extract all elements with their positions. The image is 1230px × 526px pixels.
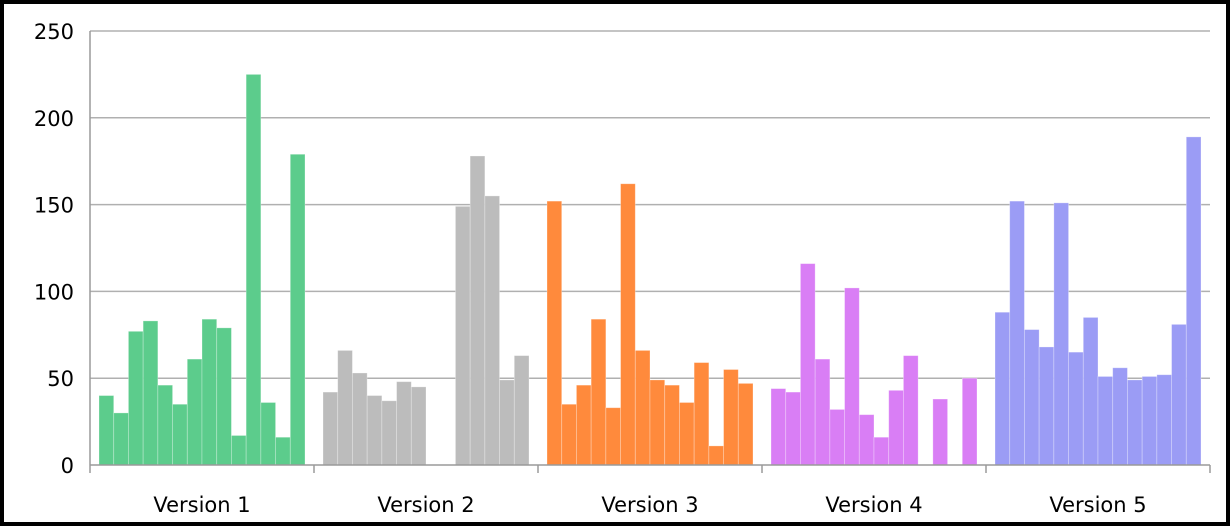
bar xyxy=(994,311,1011,466)
x-tick-label: Version 1 xyxy=(153,493,250,517)
bar xyxy=(455,205,471,466)
bar xyxy=(829,409,845,466)
bar xyxy=(98,395,115,466)
bar xyxy=(605,407,621,466)
bar xyxy=(1127,379,1143,466)
bar xyxy=(231,435,247,466)
bar xyxy=(172,403,188,466)
bar xyxy=(903,355,919,466)
bar xyxy=(561,403,577,466)
bar xyxy=(513,355,530,466)
y-tick-label: 200 xyxy=(34,107,74,131)
bar xyxy=(800,263,816,466)
bar xyxy=(620,183,636,466)
bar xyxy=(634,350,651,466)
bar xyxy=(664,384,680,466)
bar xyxy=(201,318,218,466)
bar xyxy=(708,445,724,466)
bar xyxy=(410,386,427,466)
bar xyxy=(499,379,515,466)
bar xyxy=(1024,329,1040,466)
bar xyxy=(352,372,368,466)
x-axis: Version 1 Version 2 Version 3 Version 4 Vers… xyxy=(89,464,1211,517)
series-group xyxy=(770,263,978,466)
bar xyxy=(128,330,144,466)
bar xyxy=(1082,317,1099,466)
bar xyxy=(1053,202,1069,466)
bar xyxy=(1112,367,1128,466)
bar xyxy=(1171,323,1187,466)
bar xyxy=(1068,351,1084,466)
bar xyxy=(1009,200,1025,466)
bar xyxy=(546,200,563,466)
bar xyxy=(245,74,262,466)
bar xyxy=(1141,376,1158,466)
bar xyxy=(366,395,383,466)
bar xyxy=(113,412,129,466)
bar xyxy=(484,195,500,466)
bar xyxy=(888,389,904,466)
bar xyxy=(844,287,860,466)
bar xyxy=(961,377,978,466)
bar xyxy=(679,402,695,466)
bar xyxy=(142,320,159,466)
bar xyxy=(693,362,710,466)
bar xyxy=(723,369,739,466)
bar xyxy=(576,384,592,466)
bar xyxy=(932,398,948,466)
bar xyxy=(186,358,203,466)
y-tick-label: 50 xyxy=(47,367,74,391)
x-tick-label: Version 2 xyxy=(377,493,474,517)
bar xyxy=(157,384,173,466)
bar xyxy=(737,383,754,466)
bar xyxy=(337,350,353,466)
bar xyxy=(770,388,787,466)
series-group xyxy=(322,155,530,466)
bar xyxy=(260,402,276,466)
x-tick-label: Version 3 xyxy=(601,493,698,517)
bar xyxy=(814,358,831,466)
bar xyxy=(785,391,801,466)
y-axis: 0 50 100 150 200 250 xyxy=(34,20,91,478)
bar xyxy=(396,381,412,466)
bar xyxy=(649,379,666,466)
y-tick-label: 150 xyxy=(34,194,74,218)
bar xyxy=(1038,346,1055,466)
bar xyxy=(1185,136,1202,466)
bar xyxy=(322,391,339,466)
bar xyxy=(1097,376,1114,466)
bar xyxy=(873,436,890,466)
chart-frame: 0 50 100 150 200 250 Version 1 Version 2 Versio… xyxy=(4,4,1226,522)
bar xyxy=(858,414,875,466)
bar xyxy=(1156,374,1172,466)
series-group xyxy=(994,136,1202,466)
bar xyxy=(289,153,306,466)
y-tick-label: 0 xyxy=(61,454,74,478)
bar xyxy=(216,327,232,466)
bar xyxy=(590,318,607,466)
y-tick-label: 100 xyxy=(34,280,74,304)
bar xyxy=(275,436,291,466)
x-tick-label: Version 5 xyxy=(1049,493,1146,517)
x-tick-label: Version 4 xyxy=(825,493,922,517)
bar xyxy=(381,400,397,466)
bars xyxy=(98,74,1202,466)
bar xyxy=(469,155,486,466)
y-tick-label: 250 xyxy=(34,20,74,44)
series-group xyxy=(546,183,754,466)
series-group xyxy=(98,74,306,466)
